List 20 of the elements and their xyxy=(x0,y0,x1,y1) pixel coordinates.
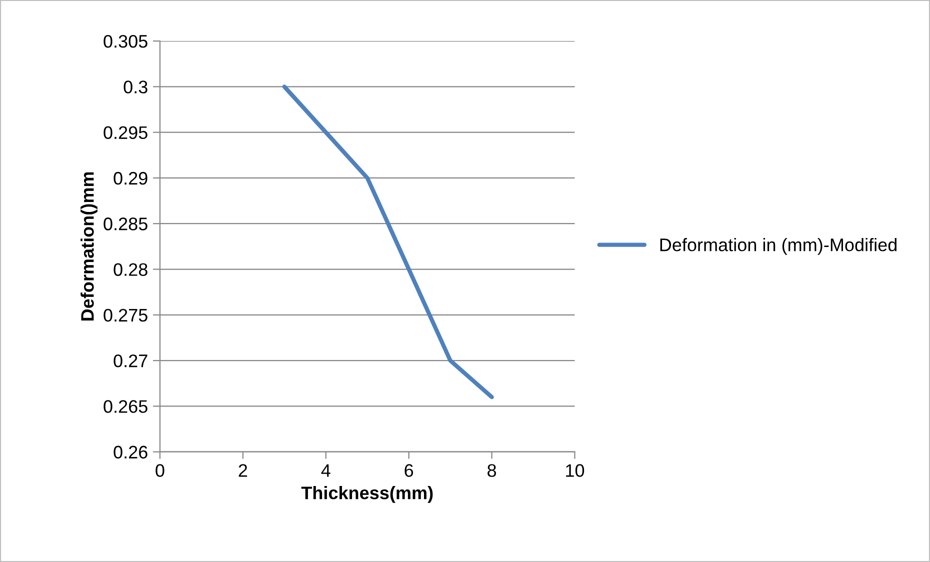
y-tick-label: 0.295 xyxy=(104,126,148,140)
y-tick-label: 0.26 xyxy=(114,446,148,459)
y-axis-title: Deformation()mm xyxy=(80,172,98,320)
y-tick-label: 0.29 xyxy=(114,172,148,185)
y-tick-label: 0.285 xyxy=(104,218,148,230)
y-tick-label: 0.3 xyxy=(124,80,148,94)
x-axis-title: Thickness(mm) xyxy=(301,486,433,503)
x-tick-label: 10 xyxy=(566,464,584,477)
x-tick-label: 2 xyxy=(238,464,248,477)
x-tick-label: 0 xyxy=(156,464,164,477)
y-tick-label: 0.305 xyxy=(104,34,148,48)
x-tick-label: 4 xyxy=(321,464,330,477)
y-tick-label: 0.265 xyxy=(104,400,148,413)
x-tick-label: 8 xyxy=(488,464,496,477)
y-tick-label: 0.275 xyxy=(104,308,148,322)
y-tick-label: 0.27 xyxy=(114,354,148,368)
line-series xyxy=(282,84,494,400)
legend-label: Deformation in (mm)-Modified xyxy=(660,238,896,255)
y-tick-label: 0.28 xyxy=(114,263,148,276)
x-tick-label: 6 xyxy=(404,464,414,477)
